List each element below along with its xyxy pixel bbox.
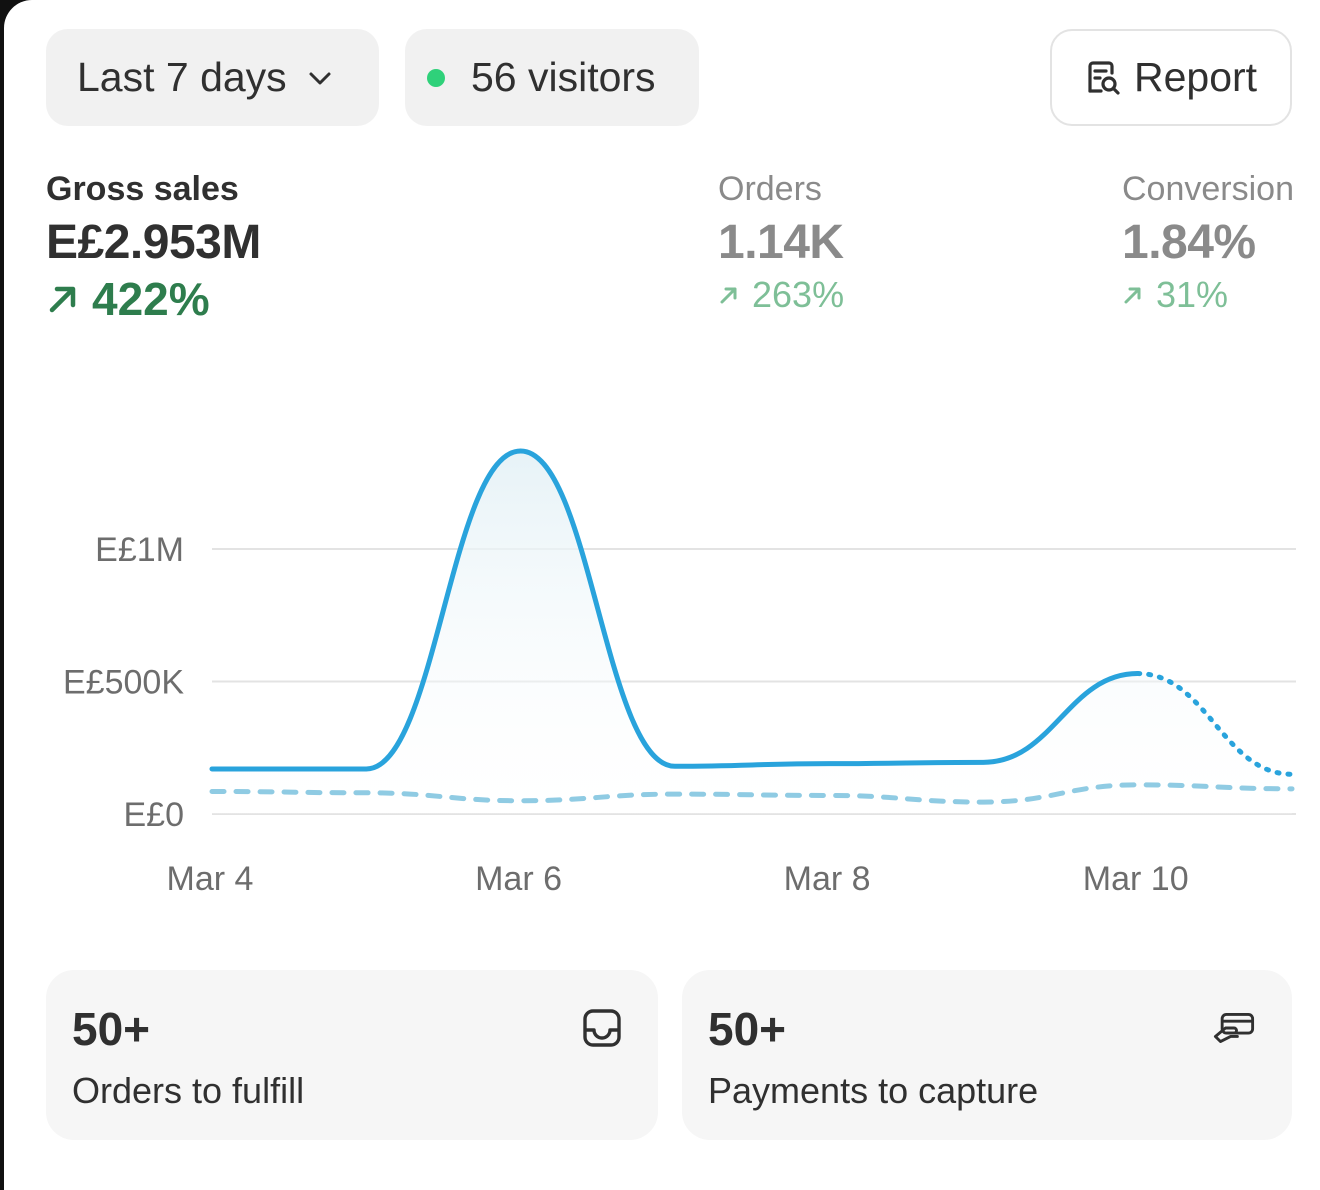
- card-count: 50+: [708, 1003, 787, 1055]
- live-visitors-button[interactable]: 56 visitors: [405, 29, 699, 126]
- metric-delta: 422%: [46, 272, 261, 326]
- chevron-down-icon: [309, 72, 331, 84]
- orders-to-fulfill-card[interactable]: 50+ Orders to fulfill: [46, 970, 658, 1140]
- live-status-dot: [427, 68, 445, 87]
- card-label: Orders to fulfill: [72, 1070, 305, 1111]
- payment-hand-icon: [1213, 1013, 1255, 1043]
- metric-orders[interactable]: Orders 1.14K 263%: [718, 170, 844, 316]
- metric-gross-sales[interactable]: Gross sales E£2.953M 422%: [46, 170, 261, 326]
- date-range-selector[interactable]: Last 7 days: [46, 29, 379, 126]
- payments-to-capture-card[interactable]: 50+ Payments to capture: [682, 970, 1292, 1140]
- metric-value: E£2.953M: [46, 216, 261, 269]
- report-search-icon: [1088, 60, 1120, 95]
- metric-label: Gross sales: [46, 170, 239, 208]
- metric-label: Orders: [718, 170, 822, 208]
- card-label: Payments to capture: [708, 1070, 1039, 1111]
- metric-value: 1.84%: [1122, 216, 1256, 269]
- arrow-up-right-icon: [720, 287, 737, 304]
- arrow-up-right-icon: [49, 286, 76, 313]
- report-button[interactable]: Report: [1050, 29, 1292, 126]
- metric-delta-value: 422%: [92, 273, 210, 325]
- metric-delta: 31%: [1122, 274, 1294, 316]
- metric-delta-value: 31%: [1156, 274, 1229, 315]
- metric-delta-value: 263%: [752, 274, 845, 315]
- metric-conversion[interactable]: Conversion 1.84% 31%: [1122, 170, 1294, 316]
- arrow-up-right-icon: [1124, 287, 1141, 304]
- inbox-icon: [583, 1009, 621, 1047]
- metric-delta: 263%: [718, 274, 844, 316]
- visitors-label: 56 visitors: [471, 54, 656, 100]
- card-count: 50+: [72, 1003, 151, 1055]
- metric-label: Conversion: [1122, 170, 1294, 208]
- report-label: Report: [1134, 54, 1258, 100]
- date-range-label: Last 7 days: [77, 54, 287, 100]
- metric-value: 1.14K: [718, 216, 844, 269]
